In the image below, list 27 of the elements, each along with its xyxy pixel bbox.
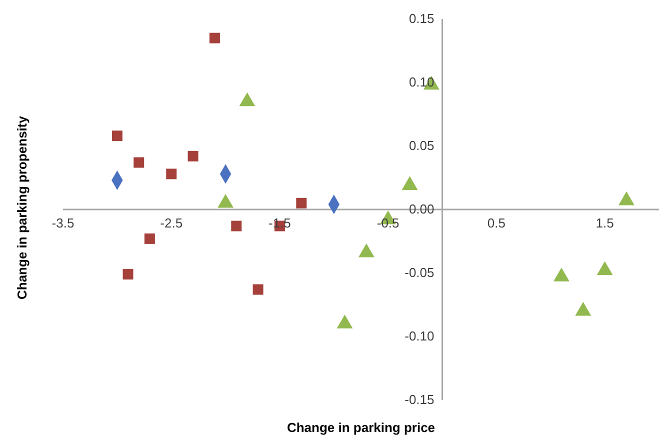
point [144, 233, 155, 244]
point [231, 220, 242, 232]
x-tick-label: -2.5 [160, 216, 183, 230]
point [596, 261, 613, 276]
point [122, 269, 134, 280]
y-tick-label: -0.10 [404, 328, 434, 344]
point [252, 284, 264, 295]
y-tick-label: -0.15 [404, 392, 434, 407]
point [134, 157, 144, 168]
point [554, 268, 570, 282]
x-tick-label: 0.5 [487, 216, 506, 230]
y-tick-label: 0.15 [408, 11, 434, 26]
y-axis-title: Change in parking propensity [14, 115, 30, 300]
point [166, 168, 177, 180]
y-tick-label: -0.05 [404, 265, 434, 280]
x-tick-label: -3.5 [52, 216, 74, 230]
y-tick-label: 0.05 [408, 138, 434, 153]
x-tick-label: 1.5 [596, 216, 614, 230]
point [112, 130, 122, 142]
point [188, 150, 198, 162]
point [296, 198, 307, 208]
x-axis-title: Change in parking price [286, 420, 436, 435]
x-tick-label: -1.5 [268, 216, 291, 230]
point [575, 302, 592, 316]
point [336, 314, 353, 328]
y-tick-label: 0.00 [408, 202, 434, 216]
point [209, 32, 220, 44]
